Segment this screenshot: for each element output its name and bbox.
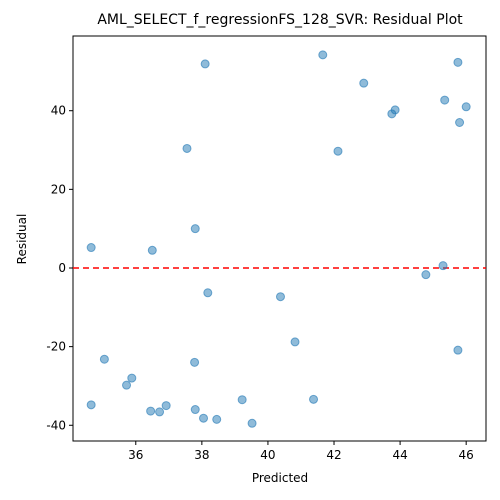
y-axis-ticks: -40 -20 0 20 40: [46, 104, 73, 432]
data-point: [146, 406, 156, 416]
data-point: [99, 354, 109, 364]
data-point: [182, 143, 192, 153]
data-point: [387, 109, 397, 119]
x-axis-label: Predicted: [252, 471, 308, 485]
data-point: [190, 357, 200, 367]
x-axis-ticks: 36 38 40 42 44 46: [128, 441, 474, 462]
data-point: [318, 50, 328, 60]
data-point: [199, 413, 209, 423]
data-point: [455, 118, 465, 128]
data-point: [309, 394, 319, 404]
data-point: [200, 59, 210, 69]
data-point: [290, 337, 300, 347]
data-point: [86, 400, 96, 410]
x-tick-label: 46: [459, 448, 474, 462]
data-point: [161, 401, 171, 411]
data-point: [333, 146, 343, 156]
y-tick-label: 0: [58, 261, 66, 275]
data-point: [421, 270, 431, 280]
data-point: [155, 407, 165, 417]
y-tick-label: -40: [46, 418, 66, 432]
points-layer: [86, 50, 471, 428]
plot-area: [72, 35, 487, 442]
data-point: [190, 224, 200, 234]
data-point: [127, 373, 137, 383]
data-point: [461, 102, 471, 112]
data-point: [190, 405, 200, 415]
data-point: [440, 95, 450, 105]
x-tick-label: 42: [326, 448, 341, 462]
data-point: [122, 380, 132, 390]
chart-title: AML_SELECT_f_regressionFS_128_SVR: Resid…: [97, 12, 463, 28]
data-point: [453, 57, 463, 67]
x-tick-label: 44: [392, 448, 407, 462]
data-point: [247, 418, 257, 428]
data-point: [453, 345, 463, 355]
data-point: [237, 395, 247, 405]
y-axis-label: Residual: [15, 214, 29, 265]
data-point: [86, 243, 96, 253]
data-point: [438, 261, 448, 271]
data-point: [212, 414, 222, 424]
y-tick-label: -20: [46, 340, 66, 354]
y-tick-label: 40: [51, 104, 66, 118]
data-point: [203, 288, 213, 298]
y-tick-label: 20: [51, 182, 66, 196]
x-tick-label: 40: [260, 448, 275, 462]
x-tick-label: 36: [128, 448, 143, 462]
data-point: [275, 292, 285, 302]
plot-frame: [72, 35, 487, 442]
data-point: [359, 78, 369, 88]
x-tick-label: 38: [194, 448, 209, 462]
data-point: [147, 245, 157, 255]
